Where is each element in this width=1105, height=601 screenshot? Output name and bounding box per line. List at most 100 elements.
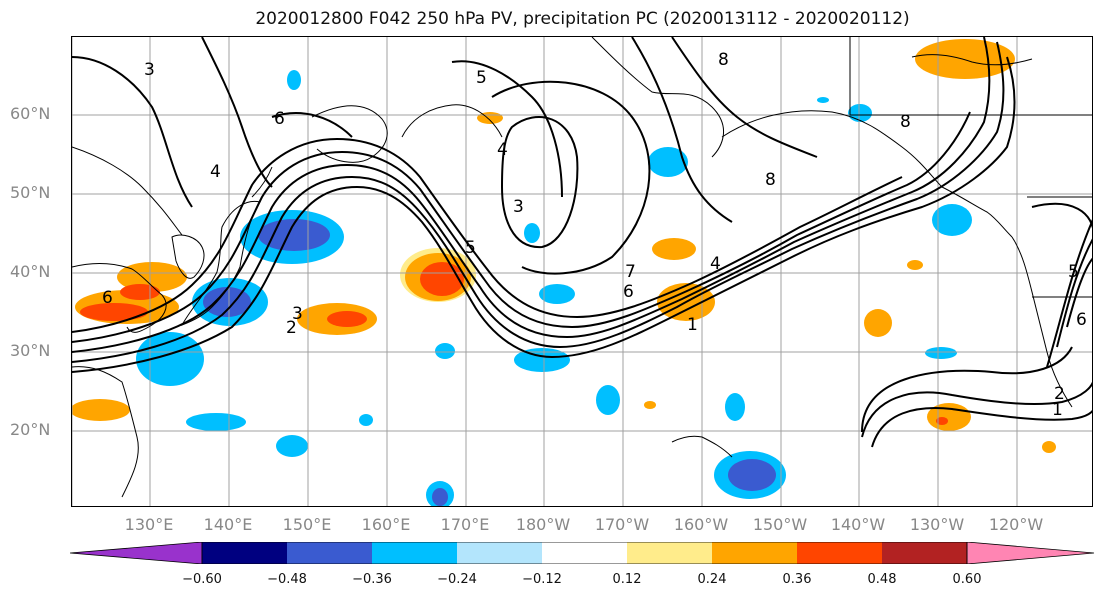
precip-cyan-blob — [186, 413, 246, 431]
colorbar-tick-label: 0.48 — [867, 572, 897, 587]
pv-contour — [451, 60, 563, 198]
precip-orange-blob — [907, 260, 923, 270]
pv-contour — [271, 112, 353, 138]
colorbar-segment — [287, 542, 372, 564]
precip-cyan-blob — [359, 414, 373, 426]
colorbar-segment — [966, 542, 1095, 564]
graticule — [72, 37, 1092, 506]
lon-label-160e: 160°E — [361, 515, 411, 534]
precip-cyan-blob — [725, 393, 745, 421]
precip-blue-blob — [728, 459, 776, 491]
us-west-coast — [1011, 236, 1073, 408]
precip-red-blob — [120, 284, 160, 300]
chukotka-coast — [591, 37, 725, 158]
precip-cyan-blob — [435, 343, 455, 359]
pv-contour — [491, 80, 651, 275]
colorbar-segment — [372, 542, 457, 564]
contour-label: 1 — [687, 315, 698, 335]
hawaii-coast — [671, 435, 733, 458]
china-coast — [72, 263, 167, 333]
contour-label: 6 — [1076, 310, 1087, 330]
pv-contour — [871, 407, 1092, 448]
map-svg: 3 6 4 3 5 4 8 8 8 6 5 7 6 4 1 2 3 6 2 1 … — [72, 37, 1092, 506]
contour-label: 5 — [476, 68, 487, 88]
pv-contour — [72, 37, 991, 353]
contour-label: 5 — [1068, 262, 1079, 282]
manchuria-coast — [72, 146, 183, 236]
pv-contour — [500, 116, 579, 249]
precip-orange-blob — [864, 309, 892, 337]
precip-cyan-blob — [925, 347, 957, 359]
colorbar-tick-label: 0.36 — [782, 572, 812, 587]
contour-label: 8 — [900, 112, 911, 132]
pv-contour — [201, 37, 273, 188]
lon-label-170e: 170°E — [440, 515, 490, 534]
lon-label-140e: 140°E — [203, 515, 253, 534]
pv-contour — [1066, 257, 1092, 328]
precip-cyan-blob — [596, 385, 620, 415]
contour-label: 4 — [497, 140, 508, 160]
precip-cyan-blob — [287, 70, 301, 90]
contour-label: 3 — [144, 60, 155, 80]
canada-coast — [941, 186, 1013, 238]
lon-label-150w: 150°W — [752, 515, 808, 534]
pv-contour — [1046, 219, 1092, 368]
colorbar-segment — [70, 542, 203, 564]
contour-label: 2 — [1054, 384, 1065, 404]
lat-label-50n: 50°N — [10, 183, 51, 202]
lat-label-30n: 30°N — [10, 341, 51, 360]
colorbar — [70, 542, 1095, 564]
lon-label-120w: 120°W — [988, 515, 1044, 534]
precip-orange-blob — [652, 238, 696, 260]
pv-contour — [1031, 202, 1092, 229]
colorbar-tick-label: −0.60 — [182, 572, 222, 587]
precip-cyan-blob — [648, 147, 688, 177]
precip-cyan-blob — [817, 97, 829, 103]
precip-orange-blob — [915, 39, 1015, 79]
lon-label-130e: 130°E — [124, 515, 174, 534]
contour-label: 6 — [274, 109, 285, 129]
contour-label: 7 — [625, 262, 636, 282]
lat-label-60n: 60°N — [10, 104, 51, 123]
colorbar-segment — [542, 542, 627, 564]
contour-label: 1 — [1052, 400, 1063, 420]
alaska-coast — [721, 110, 943, 188]
colorbar-tick-label: 0.24 — [697, 572, 727, 587]
precip-negative-layer — [136, 70, 972, 506]
canada-north-coast — [911, 54, 1033, 66]
map-panel: 3 6 4 3 5 4 8 8 8 6 5 7 6 4 1 2 3 6 2 1 … — [71, 36, 1093, 507]
pv-contour — [631, 37, 733, 223]
precip-cyan-blob — [524, 223, 540, 243]
colorbar-tick-label: −0.36 — [352, 572, 392, 587]
precip-cyan-blob — [514, 348, 570, 372]
lon-label-140w: 140°W — [830, 515, 886, 534]
pv-contour — [72, 111, 971, 343]
contour-label: 3 — [513, 197, 524, 217]
lon-label-150e: 150°E — [282, 515, 332, 534]
lon-label-160w: 160°W — [673, 515, 729, 534]
contour-label-group: 3 6 4 3 5 4 8 8 8 6 5 7 6 4 1 2 3 6 2 1 … — [102, 50, 1087, 420]
precip-orange-blob — [477, 112, 503, 124]
contour-label: 4 — [210, 162, 221, 182]
pv-contours — [72, 37, 1092, 448]
lon-label-130w: 130°W — [909, 515, 965, 534]
precip-red-blob — [80, 303, 148, 321]
contour-label: 2 — [286, 318, 297, 338]
coastlines — [72, 37, 1092, 498]
pv-contour — [1056, 238, 1092, 348]
precip-red-blob — [420, 262, 464, 296]
colorbar-tick-label: −0.12 — [522, 572, 562, 587]
contour-label: 8 — [718, 50, 729, 70]
colorbar-segment — [712, 542, 797, 564]
alaska-border — [849, 37, 1092, 116]
colorbar-segment — [627, 542, 712, 564]
contour-label: 3 — [292, 304, 303, 324]
pv-contour — [861, 346, 1073, 433]
precip-cyan-blob — [136, 332, 204, 386]
plot-title: 2020012800 F042 250 hPa PV, precipitatio… — [255, 9, 910, 29]
colorbar-segment — [457, 542, 542, 564]
sakhalin-coast — [251, 166, 273, 198]
contour-label: 8 — [765, 170, 776, 190]
colorbar-tick-label: −0.24 — [437, 572, 477, 587]
precip-red-blob — [327, 311, 367, 327]
